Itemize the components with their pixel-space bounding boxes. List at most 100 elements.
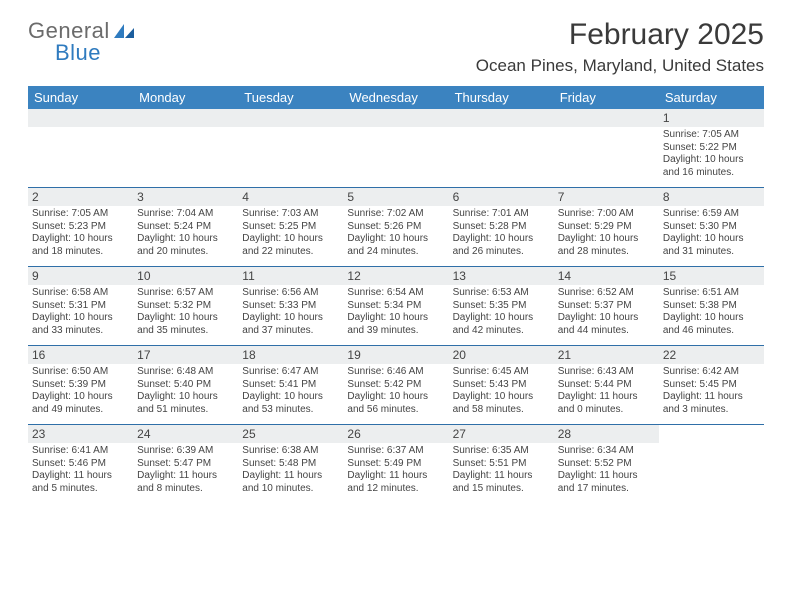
sunset-text: Sunset: 5:33 PM	[242, 300, 339, 313]
day-header-row: SundayMondayTuesdayWednesdayThursdayFrid…	[28, 86, 764, 109]
sunset-text: Sunset: 5:51 PM	[453, 458, 550, 471]
day-number: 7	[554, 188, 659, 206]
sunset-text: Sunset: 5:30 PM	[663, 221, 760, 234]
day-header: Monday	[133, 86, 238, 109]
daylight-text: Daylight: 10 hours and 18 minutes.	[32, 233, 129, 258]
day-cell: 21 Sunrise: 6:43 AMSunset: 5:44 PMDayligh…	[554, 346, 659, 422]
day-cell-empty	[554, 109, 659, 185]
sunrise-text: Sunrise: 6:58 AM	[32, 287, 129, 300]
sunrise-text: Sunrise: 6:38 AM	[242, 445, 339, 458]
sunrise-text: Sunrise: 6:41 AM	[32, 445, 129, 458]
sunset-text: Sunset: 5:29 PM	[558, 221, 655, 234]
day-cell: 20 Sunrise: 6:45 AMSunset: 5:43 PMDayligh…	[449, 346, 554, 422]
daylight-text: Daylight: 10 hours and 20 minutes.	[137, 233, 234, 258]
sunset-text: Sunset: 5:47 PM	[137, 458, 234, 471]
day-number	[343, 109, 448, 127]
day-number: 14	[554, 267, 659, 285]
daylight-text: Daylight: 10 hours and 44 minutes.	[558, 312, 655, 337]
day-cell: 26Sunrise: 6:37 AMSunset: 5:49 PMDayligh…	[343, 425, 448, 501]
sunrise-text: Sunrise: 7:04 AM	[137, 208, 234, 221]
day-cell: 16Sunrise: 6:50 AMSunset: 5:39 PMDayligh…	[28, 346, 133, 422]
day-cell: 18Sunrise: 6:47 AMSunset: 5:41 PMDayligh…	[238, 346, 343, 422]
sunset-text: Sunset: 5:26 PM	[347, 221, 444, 234]
day-number: 15	[659, 267, 764, 285]
sunset-text: Sunset: 5:49 PM	[347, 458, 444, 471]
daylight-text: Daylight: 10 hours and 56 minutes.	[347, 391, 444, 416]
daylight-text: Daylight: 10 hours and 26 minutes.	[453, 233, 550, 258]
daylight-text: Daylight: 10 hours and 51 minutes.	[137, 391, 234, 416]
sunrise-text: Sunrise: 7:01 AM	[453, 208, 550, 221]
day-number	[238, 109, 343, 127]
week-row: 16Sunrise: 6:50 AMSunset: 5:39 PMDayligh…	[28, 346, 764, 422]
daylight-text: Daylight: 10 hours and 22 minutes.	[242, 233, 339, 258]
day-cell-empty	[449, 109, 554, 185]
sunrise-text: Sunrise: 6:53 AM	[453, 287, 550, 300]
sunset-text: Sunset: 5:28 PM	[453, 221, 550, 234]
sunset-text: Sunset: 5:44 PM	[558, 379, 655, 392]
day-cell: 2Sunrise: 7:05 AMSunset: 5:23 PMDaylight…	[28, 188, 133, 264]
sunrise-text: Sunrise: 6:45 AM	[453, 366, 550, 379]
location-subtitle: Ocean Pines, Maryland, United States	[476, 56, 764, 76]
day-number: 12	[343, 267, 448, 285]
day-cell: 3Sunrise: 7:04 AMSunset: 5:24 PMDaylight…	[133, 188, 238, 264]
sunrise-text: Sunrise: 7:05 AM	[32, 208, 129, 221]
daylight-text: Daylight: 11 hours and 3 minutes.	[663, 391, 760, 416]
sunset-text: Sunset: 5:41 PM	[242, 379, 339, 392]
day-number: 28	[554, 425, 659, 443]
sunset-text: Sunset: 5:46 PM	[32, 458, 129, 471]
sunrise-text: Sunrise: 7:05 AM	[663, 129, 760, 142]
sunset-text: Sunset: 5:31 PM	[32, 300, 129, 313]
day-cell: 12Sunrise: 6:54 AMSunset: 5:34 PMDayligh…	[343, 267, 448, 343]
sunset-text: Sunset: 5:37 PM	[558, 300, 655, 313]
day-number: 1	[659, 109, 764, 127]
day-cell: 25Sunrise: 6:38 AMSunset: 5:48 PMDayligh…	[238, 425, 343, 501]
weeks-container: 1Sunrise: 7:05 AMSunset: 5:22 PMDaylight…	[28, 109, 764, 501]
sunrise-text: Sunrise: 6:48 AM	[137, 366, 234, 379]
day-header: Sunday	[28, 86, 133, 109]
day-number: 10	[133, 267, 238, 285]
sunrise-text: Sunrise: 7:03 AM	[242, 208, 339, 221]
daylight-text: Daylight: 10 hours and 37 minutes.	[242, 312, 339, 337]
daylight-text: Daylight: 11 hours and 12 minutes.	[347, 470, 444, 495]
week-row: 9Sunrise: 6:58 AMSunset: 5:31 PMDaylight…	[28, 267, 764, 343]
day-header: Wednesday	[343, 86, 448, 109]
daylight-text: Daylight: 10 hours and 16 minutes.	[663, 154, 760, 179]
sunset-text: Sunset: 5:43 PM	[453, 379, 550, 392]
calendar: SundayMondayTuesdayWednesdayThursdayFrid…	[28, 86, 764, 501]
daylight-text: Daylight: 11 hours and 0 minutes.	[558, 391, 655, 416]
day-header: Friday	[554, 86, 659, 109]
day-number: 25	[238, 425, 343, 443]
day-cell-empty	[659, 425, 764, 501]
day-number: 20	[449, 346, 554, 364]
day-cell-empty	[28, 109, 133, 185]
sunrise-text: Sunrise: 6:57 AM	[137, 287, 234, 300]
day-number: 6	[449, 188, 554, 206]
day-cell: 17Sunrise: 6:48 AMSunset: 5:40 PMDayligh…	[133, 346, 238, 422]
daylight-text: Daylight: 10 hours and 39 minutes.	[347, 312, 444, 337]
day-number: 27	[449, 425, 554, 443]
logo-sail-icon	[114, 24, 136, 45]
daylight-text: Daylight: 11 hours and 8 minutes.	[137, 470, 234, 495]
logo: General Blue	[28, 18, 136, 45]
day-cell: 28Sunrise: 6:34 AMSunset: 5:52 PMDayligh…	[554, 425, 659, 501]
daylight-text: Daylight: 10 hours and 35 minutes.	[137, 312, 234, 337]
sunset-text: Sunset: 5:52 PM	[558, 458, 655, 471]
day-header: Saturday	[659, 86, 764, 109]
daylight-text: Daylight: 10 hours and 46 minutes.	[663, 312, 760, 337]
sunset-text: Sunset: 5:38 PM	[663, 300, 760, 313]
week-row: 1Sunrise: 7:05 AMSunset: 5:22 PMDaylight…	[28, 109, 764, 185]
daylight-text: Daylight: 11 hours and 15 minutes.	[453, 470, 550, 495]
day-cell: 23Sunrise: 6:41 AMSunset: 5:46 PMDayligh…	[28, 425, 133, 501]
sunset-text: Sunset: 5:42 PM	[347, 379, 444, 392]
daylight-text: Daylight: 10 hours and 58 minutes.	[453, 391, 550, 416]
day-number: 21	[554, 346, 659, 364]
day-cell: 14Sunrise: 6:52 AMSunset: 5:37 PMDayligh…	[554, 267, 659, 343]
day-number: 11	[238, 267, 343, 285]
sunrise-text: Sunrise: 6:43 AM	[558, 366, 655, 379]
day-cell: 22Sunrise: 6:42 AMSunset: 5:45 PMDayligh…	[659, 346, 764, 422]
day-number: 8	[659, 188, 764, 206]
day-cell: 10Sunrise: 6:57 AMSunset: 5:32 PMDayligh…	[133, 267, 238, 343]
day-header: Thursday	[449, 86, 554, 109]
header: General Blue February 2025 Ocean Pines, …	[0, 0, 792, 76]
day-number: 19	[343, 346, 448, 364]
